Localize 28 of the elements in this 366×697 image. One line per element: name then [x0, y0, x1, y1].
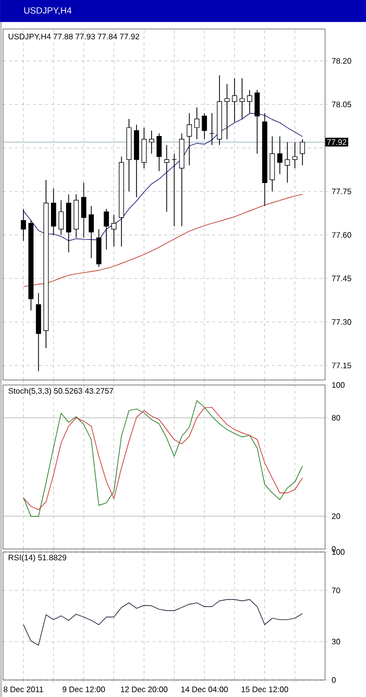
candlestick: [149, 130, 154, 154]
candlestick: [224, 84, 230, 140]
candlestick: [88, 206, 94, 259]
text: USDJPY,H4: [24, 7, 72, 15]
candlestick: [111, 214, 116, 247]
candlestick: [277, 136, 282, 174]
candlestick: [194, 106, 200, 140]
candlestick: [186, 112, 192, 166]
candlestick: [209, 112, 214, 146]
candlestick: [254, 90, 260, 154]
candlestick: [20, 208, 26, 242]
candlestick: [172, 153, 177, 227]
candlestick: [232, 78, 238, 122]
candlestick: [164, 144, 170, 212]
candlestick: [300, 138, 305, 166]
candlestick: [156, 133, 162, 172]
candlestick: [58, 200, 64, 236]
candlestick: [141, 127, 147, 169]
line-series: [23, 599, 303, 646]
candlestick: [247, 90, 252, 114]
candlestick: [104, 208, 109, 250]
candlestick: [81, 182, 86, 238]
candlestick: [292, 142, 298, 169]
candlestick: [50, 188, 56, 236]
candlestick: [240, 78, 245, 120]
line-series: [23, 194, 303, 287]
candlestick: [202, 112, 207, 140]
candlestick: [284, 142, 290, 184]
